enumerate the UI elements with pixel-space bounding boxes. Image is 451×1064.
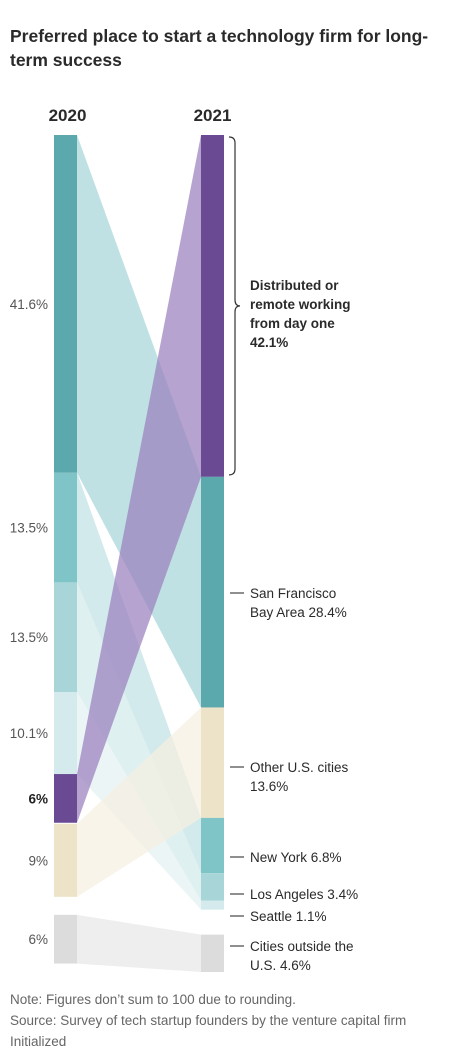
bracket-distributed bbox=[228, 136, 241, 476]
bar-2021-seattle bbox=[201, 900, 224, 910]
label-2020-1: 13.5% bbox=[10, 521, 48, 536]
label-2020-5: 9% bbox=[28, 853, 48, 868]
bar-2020-segment-3 bbox=[54, 692, 77, 775]
label-2021-cities-outside-the-u-s: Cities outside the U.S. 4.6% bbox=[250, 939, 354, 973]
bar-2021-san-francisco-bay-area bbox=[201, 476, 224, 708]
label-2021-los-angeles: Los Angeles 3.4% bbox=[250, 887, 358, 902]
rounding-note: Note: Figures don’t sum to 100 due to ro… bbox=[10, 992, 296, 1007]
label-2021-seattle: Seattle 1.1% bbox=[250, 909, 327, 924]
column-header-2020: 2020 bbox=[49, 106, 87, 125]
flow-2020-6-4-to-distributed-or-remote-working-from-day-one bbox=[77, 135, 201, 823]
column-header-2021: 2021 bbox=[194, 106, 232, 125]
label-2020-3: 10.1% bbox=[10, 726, 48, 741]
flow-2020-41-6-0-to-san-francisco-bay-area bbox=[77, 135, 201, 708]
bar-group bbox=[54, 135, 224, 972]
bar-2020-segment-1 bbox=[54, 472, 77, 583]
bar-2020-segment-5 bbox=[54, 823, 77, 897]
bar-2021-cities-outside-the-u-s bbox=[201, 934, 224, 972]
label-group: 2020 2021 41.6% 13.5% 13.5% 10.1% 6% 9% 6% Distri… bbox=[10, 106, 358, 973]
bar-2020-segment-0 bbox=[54, 135, 77, 473]
bar-2021-distributed-or-remote-working-from-day-one bbox=[201, 135, 224, 477]
chart-title: Preferred place to start a technology fi… bbox=[10, 26, 429, 70]
source-note: Source: Survey of tech startup founders … bbox=[10, 1013, 407, 1049]
label-2021-distributed-or-remote-working-from-day-one: Distributed or remote working from day one… bbox=[250, 278, 351, 350]
bar-2021-other-u-s-cities bbox=[201, 707, 224, 818]
bar-2020-segment-6 bbox=[54, 914, 77, 964]
label-2021-other-u-s-cities: Other U.S. cities 13.6% bbox=[250, 760, 349, 794]
label-2020-4: 6% bbox=[28, 791, 48, 806]
label-2020-6: 6% bbox=[28, 932, 48, 947]
bar-2020-segment-2 bbox=[54, 582, 77, 693]
label-2021-san-francisco-bay-area: San Francisco Bay Area 28.4% bbox=[250, 586, 347, 620]
flow-2020-9-5-to-other-u-s-cities bbox=[77, 707, 201, 897]
label-2020-0: 41.6% bbox=[10, 297, 48, 312]
flow-2020-6-6-to-cities-outside-the-u-s bbox=[77, 914, 201, 972]
label-2021-new-york: New York 6.8% bbox=[250, 850, 342, 865]
flow-band-group bbox=[77, 135, 201, 972]
bar-2020-segment-4 bbox=[54, 774, 77, 823]
bar-2021-new-york bbox=[201, 817, 224, 874]
label-2020-2: 13.5% bbox=[10, 630, 48, 645]
bar-2021-los-angeles bbox=[201, 873, 224, 901]
